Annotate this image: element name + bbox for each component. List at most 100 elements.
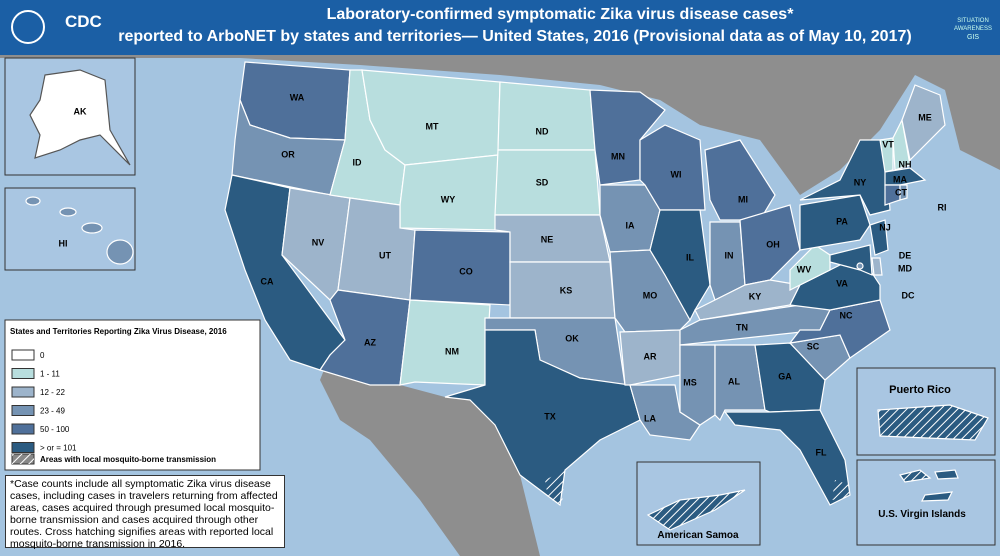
state [629, 384, 701, 441]
state [892, 118, 911, 171]
footnote-box: *Case counts include all symptomatic Zik… [5, 475, 285, 549]
label: RI [938, 202, 947, 212]
badge: AWARENESS [954, 26, 992, 32]
label: MN [611, 151, 625, 161]
label: CA [261, 276, 274, 286]
label: MS [683, 377, 697, 387]
label: NC [840, 310, 853, 320]
state [879, 137, 894, 173]
label: KS [560, 285, 573, 295]
label: SC [807, 341, 820, 351]
label: TN [736, 322, 748, 332]
label: CT [895, 187, 907, 197]
territory [921, 491, 954, 502]
label: HI [59, 238, 68, 248]
header-bar [0, 0, 1000, 55]
label: AL [728, 376, 740, 386]
badge: GIS [967, 34, 979, 41]
label: OK [565, 333, 579, 343]
inset-vi [856, 459, 996, 546]
label: MA [893, 174, 907, 184]
state [869, 219, 889, 256]
state [871, 257, 883, 276]
logo: CDC [65, 12, 102, 31]
state [723, 409, 851, 506]
state [59, 207, 77, 217]
label: OH [766, 239, 780, 249]
label: NY [854, 177, 867, 187]
canada [0, 55, 1000, 195]
mexico [320, 355, 540, 556]
label: ND [536, 126, 549, 136]
label: VT [882, 139, 894, 149]
states [224, 61, 946, 507]
hatch [545, 470, 565, 505]
label: SD [536, 177, 549, 187]
state [739, 204, 801, 286]
title: reported to ArboNET by states and territ… [118, 28, 911, 45]
label: WI [671, 169, 682, 179]
label: WA [290, 92, 305, 102]
legend-swatch [11, 349, 35, 361]
hatch [832, 480, 850, 500]
legend-label: > or = 101 [40, 444, 77, 453]
label: KY [749, 291, 762, 301]
state [25, 196, 41, 206]
label: MT [426, 121, 439, 131]
label: IL [686, 252, 695, 262]
label: IA [626, 220, 636, 230]
label: LA [644, 413, 656, 423]
state [81, 222, 103, 234]
label: AR [644, 351, 657, 361]
label: VA [836, 278, 848, 288]
label: IN [725, 250, 734, 260]
legend [4, 319, 261, 471]
legend-label: 50 - 100 [40, 425, 70, 434]
label: DE [899, 250, 912, 260]
label: ID [353, 157, 363, 167]
label: GA [778, 371, 792, 381]
state [106, 239, 134, 265]
state [788, 299, 891, 359]
legend-swatch [11, 386, 35, 398]
label: MD [898, 263, 912, 273]
legend-label: 23 - 49 [40, 407, 65, 416]
footnote: *Case counts include all symptomatic Zik… [5, 475, 285, 549]
legend-label: Areas with local mosquito-borne transmis… [40, 455, 216, 464]
state [884, 167, 927, 186]
legend-swatch [11, 405, 35, 416]
legend-title: States and Territories Reporting Zika Vi… [10, 327, 227, 336]
badge: SITUATION [957, 18, 989, 24]
legend-swatch [11, 423, 35, 435]
label: MO [643, 290, 658, 300]
legend-label: 0 [40, 351, 45, 360]
state [901, 84, 946, 162]
hatch [648, 490, 745, 530]
legend-swatch [11, 442, 35, 453]
label: AK [74, 106, 87, 116]
state [399, 299, 491, 386]
label: CO [459, 266, 473, 276]
label: PA [836, 216, 848, 226]
label: NM [445, 346, 459, 356]
state [619, 329, 681, 386]
label: WV [797, 264, 812, 274]
hi-islands [25, 196, 134, 265]
state [856, 262, 864, 270]
title: Laboratory-confirmed symptomatic Zika vi… [327, 6, 795, 23]
territory-label: U.S. Virgin Islands [878, 509, 966, 520]
hatch [900, 470, 930, 482]
territory-label: Puerto Rico [889, 384, 951, 396]
label: FL [816, 447, 827, 457]
state [497, 81, 596, 151]
label: NJ [879, 222, 891, 232]
state [899, 184, 908, 201]
label: DC [902, 290, 915, 300]
label: AZ [364, 337, 376, 347]
state [399, 154, 499, 231]
state [29, 69, 131, 166]
legend-label: 12 - 22 [40, 388, 65, 397]
label: NE [541, 234, 554, 244]
